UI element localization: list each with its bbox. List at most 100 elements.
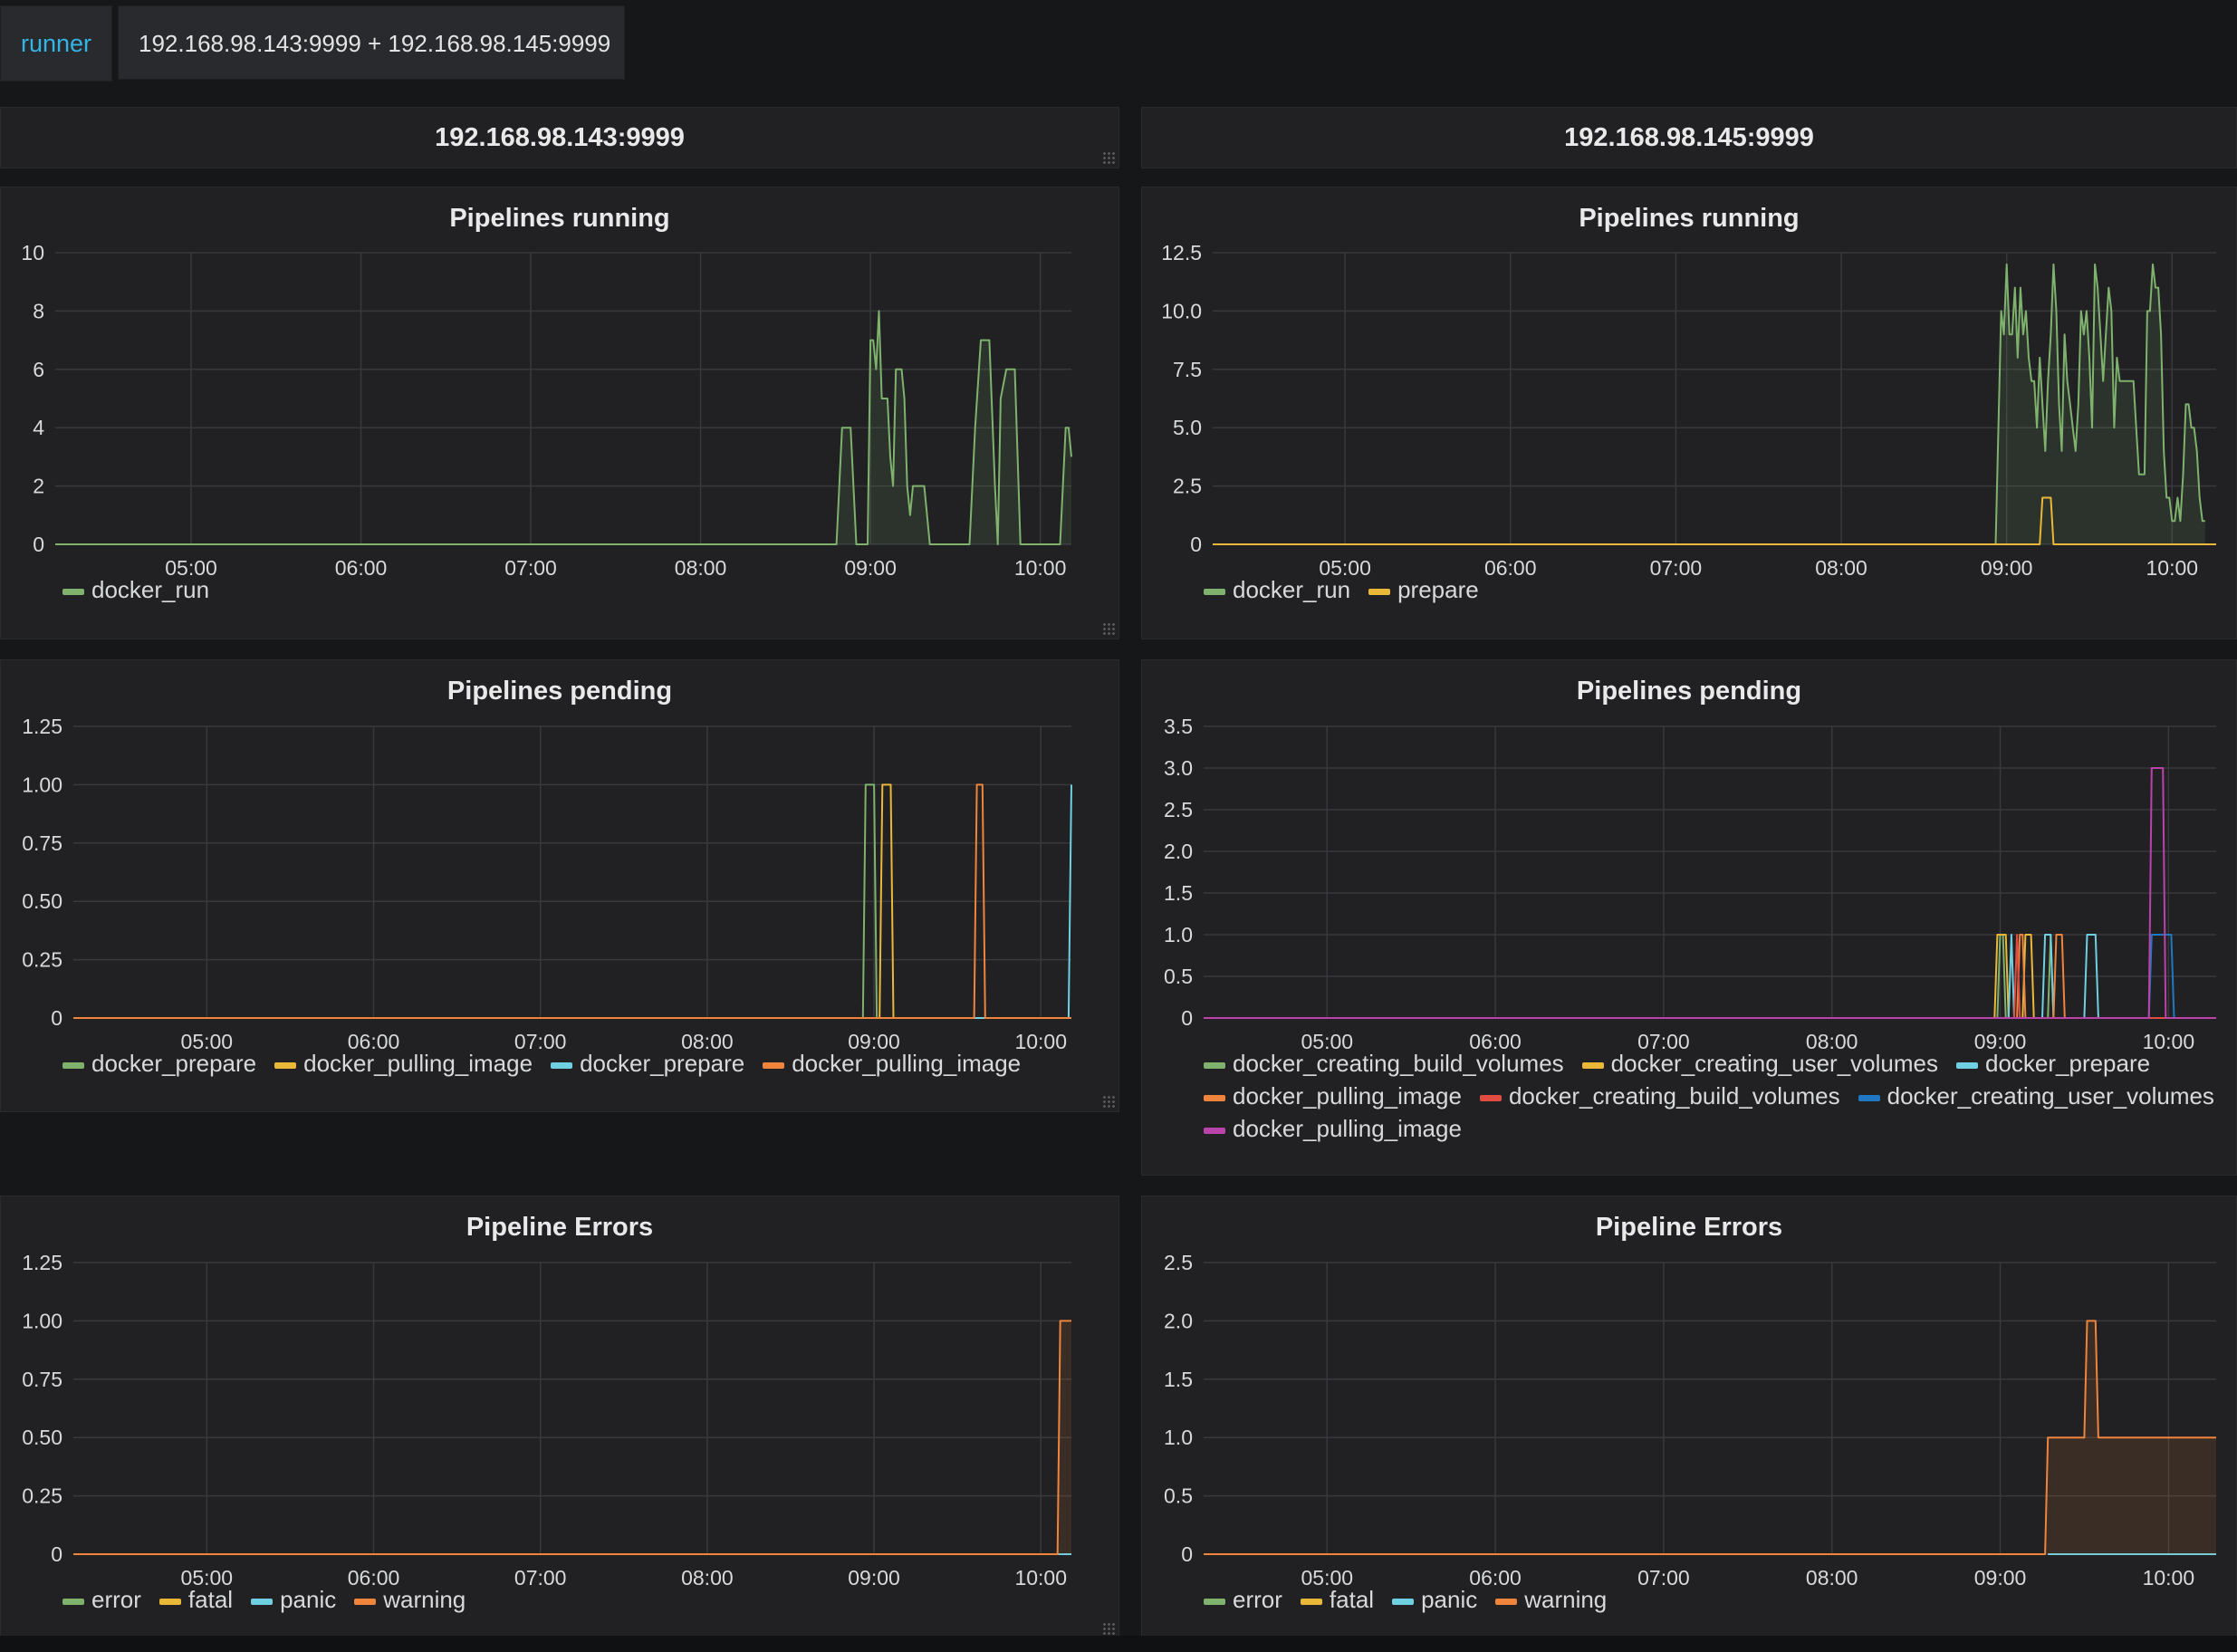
- legend-label: fatal: [1329, 1586, 1375, 1613]
- legend-label: docker_pulling_image: [1233, 1115, 1462, 1142]
- legend-swatch: [1204, 1127, 1225, 1134]
- legend-item-docker-pulling-image[interactable]: docker_pulling_image: [1204, 1112, 1462, 1145]
- series-line-prepare: [1213, 496, 2216, 545]
- y-tick-label: 4: [33, 416, 44, 439]
- x-tick-label: 10:00: [1014, 1566, 1067, 1590]
- x-tick-label: 05:00: [181, 1566, 234, 1590]
- legend-swatch: [1392, 1598, 1415, 1605]
- x-tick-label: 06:00: [1469, 1030, 1522, 1053]
- y-tick-label: 0.5: [1164, 1484, 1193, 1508]
- x-tick-label: 05:00: [165, 556, 217, 580]
- legend-label: docker_creating_build_volumes: [1233, 1050, 1564, 1077]
- x-tick-label: 08:00: [681, 1566, 734, 1590]
- y-tick-label: 3.5: [1164, 715, 1193, 738]
- series-area-docker-run: [1213, 264, 2205, 544]
- x-tick-label: 10:00: [2143, 1566, 2195, 1590]
- panel-title[interactable]: Pipelines pending: [446, 677, 673, 706]
- legend-item-docker-creating-user-volumes[interactable]: docker_creating_user_volumes: [1581, 1047, 1938, 1080]
- legend-row: error fatal panic warning: [1204, 1583, 1625, 1616]
- legend-label: fatal: [187, 1586, 234, 1613]
- panel-pipelines-pending-143: 0 0.25 0.50 0.75 1.00 1.25 05:00 06:00 07:00 08:0…: [0, 659, 1119, 1112]
- legend-item-warning[interactable]: warning: [1495, 1583, 1607, 1616]
- y-tick-label: 0: [1181, 1542, 1193, 1566]
- x-tick-label: 06:00: [348, 1566, 400, 1590]
- legend-item-panic[interactable]: panic: [251, 1583, 336, 1616]
- legend-label: panic: [1421, 1586, 1478, 1613]
- legend-item-warning[interactable]: warning: [354, 1583, 466, 1616]
- y-tick-label: 8: [33, 299, 44, 322]
- chart-svg: 0 0.25 0.50 0.75 1.00 1.25 05:00 06:00 07:00 08:0…: [22, 1251, 1071, 1590]
- legend: docker_prepare docker_pulling_image docker…: [62, 1047, 1039, 1080]
- legend-item-docker-pulling-image[interactable]: docker_pulling_image: [274, 1047, 533, 1080]
- legend-swatch: [1204, 1094, 1225, 1101]
- legend-item-docker-pulling-image[interactable]: docker_pulling_image: [763, 1047, 1021, 1080]
- legend-row: docker_run prepare: [1204, 573, 1497, 606]
- legend-swatch: [1581, 1061, 1604, 1069]
- x-tick-label: 05:00: [1301, 1030, 1353, 1053]
- x-tick-label: 05:00: [1319, 556, 1371, 580]
- legend-swatch: [763, 1061, 785, 1069]
- y-tick-label: 0.25: [22, 1484, 62, 1508]
- y-tick-label: 0.5: [1164, 965, 1193, 988]
- x-tick-label: 09:00: [848, 1566, 900, 1590]
- resize-handle-icon[interactable]: [1102, 622, 1117, 637]
- panel-pipelines-running-145: 0 2.5 5.0 7.5 10.0 12.5 05:00 06:00 07:00 08:00 09…: [1141, 187, 2237, 639]
- legend-item-docker-prepare[interactable]: docker_prepare: [1955, 1047, 2150, 1080]
- panel-title[interactable]: Pipelines pending: [1576, 677, 1802, 706]
- resize-handle-icon[interactable]: [1102, 1095, 1117, 1109]
- legend-swatch: [354, 1598, 377, 1605]
- variable-select-runner[interactable]: 192.168.98.143:9999 + 192.168.98.145:999…: [118, 5, 625, 123]
- legend-item-prepare[interactable]: prepare: [1368, 573, 1479, 606]
- x-tick-label: 06:00: [348, 1030, 400, 1053]
- legend-label: docker_creating_user_volumes: [1887, 1082, 2214, 1109]
- legend-item-docker-run[interactable]: docker_run: [1204, 573, 1350, 606]
- panel-pipeline-errors-143: 0 0.25 0.50 0.75 1.00 1.25 05:00 06:00 07:00 08:0…: [0, 1196, 1119, 1639]
- legend-swatch: [1479, 1094, 1502, 1101]
- legend-row: docker_pulling_image docker_creating_buil…: [1204, 1080, 2232, 1112]
- legend-item-docker-creating-build-volumes[interactable]: docker_creating_build_volumes: [1479, 1080, 1840, 1112]
- legend-item-error[interactable]: error: [1204, 1583, 1282, 1616]
- legend: error fatal panic warning: [1204, 1583, 1625, 1616]
- y-tick-label: 0: [51, 1006, 62, 1030]
- legend-item-fatal[interactable]: fatal: [158, 1583, 234, 1616]
- x-tick-label: 08:00: [1806, 1030, 1858, 1053]
- legend-item-docker-creating-build-volumes[interactable]: docker_creating_build_volumes: [1204, 1047, 1564, 1080]
- y-tick-label: 3.0: [1164, 756, 1193, 780]
- legend-swatch: [62, 588, 84, 595]
- panel-pipelines-pending-145: 0 0.5 1.0 1.5 2.0 2.5 3.0 3.5 05:00 06:00 07:00 08:…: [1141, 659, 2237, 1176]
- x-tick-label: 10:00: [1014, 1030, 1067, 1053]
- legend-swatch: [1955, 1061, 1978, 1069]
- y-tick-label: 1.0: [1164, 1426, 1193, 1449]
- legend-label: warning: [383, 1586, 466, 1613]
- legend-label: docker_pulling_image: [792, 1050, 1022, 1077]
- legend-swatch: [1368, 588, 1391, 595]
- y-tick-label: 2.0: [1164, 840, 1193, 863]
- chart-svg: 0 0.5 1.0 1.5 2.0 2.5 3.0 3.5 05:00 06:00 07:00 08:…: [1164, 715, 2216, 1053]
- legend-item-docker-run[interactable]: docker_run: [62, 573, 209, 606]
- chart-svg: 0 2 4 6 8 10 05:00 06:00 07:00 08:00 09:00 10:00: [21, 241, 1072, 580]
- legend-swatch: [274, 1061, 297, 1069]
- x-tick-label: 07:00: [1650, 556, 1703, 580]
- resize-handle-icon[interactable]: [1102, 151, 1117, 166]
- resize-handle-icon[interactable]: [1102, 1622, 1117, 1637]
- legend-swatch: [158, 1598, 181, 1605]
- legend-item-docker-prepare[interactable]: docker_prepare: [62, 1047, 256, 1080]
- panel-title[interactable]: Pipelines running: [449, 204, 670, 233]
- panel-title[interactable]: Pipeline Errors: [466, 1213, 654, 1242]
- legend-item-fatal[interactable]: fatal: [1300, 1583, 1375, 1616]
- x-tick-label: 06:00: [1469, 1566, 1522, 1590]
- legend-swatch: [1300, 1598, 1322, 1605]
- legend-item-error[interactable]: error: [62, 1583, 141, 1616]
- y-tick-label: 1.25: [22, 1251, 62, 1274]
- series-area-warning: [1204, 1321, 2216, 1554]
- panel-title[interactable]: Pipelines running: [1579, 204, 1800, 233]
- column-header-title: 192.168.98.145:9999: [1564, 122, 1814, 152]
- legend-item-docker-pulling-image[interactable]: docker_pulling_image: [1204, 1080, 1462, 1112]
- panel-title[interactable]: Pipeline Errors: [1595, 1213, 1783, 1242]
- y-tick-label: 1.00: [22, 773, 62, 796]
- series-line-warning: [1204, 1320, 2216, 1555]
- y-tick-label: 2.0: [1164, 1309, 1193, 1332]
- legend-item-docker-creating-user-volumes[interactable]: docker_creating_user_volumes: [1858, 1080, 2214, 1112]
- legend-item-docker-prepare[interactable]: docker_prepare: [551, 1047, 744, 1080]
- legend-item-panic[interactable]: panic: [1392, 1583, 1477, 1616]
